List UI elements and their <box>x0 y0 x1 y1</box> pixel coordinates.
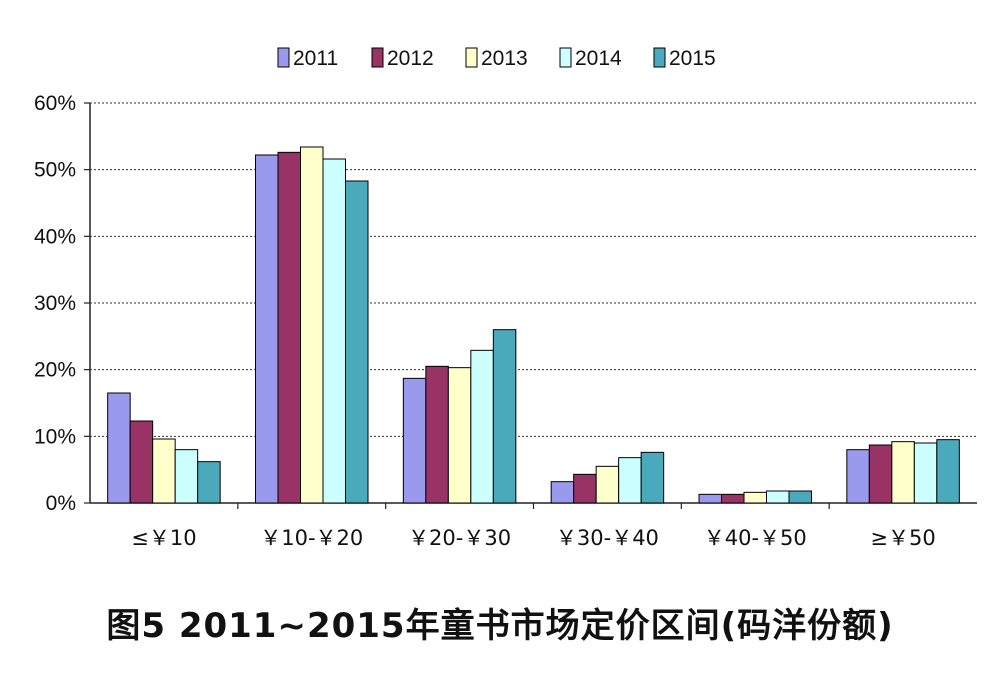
bar-2015 <box>492 329 517 504</box>
bar-2013 <box>447 367 472 504</box>
legend-label: 2015 <box>669 47 716 70</box>
bar-2015 <box>788 490 812 504</box>
legend-label: 2013 <box>481 47 528 70</box>
legend-swatch-2013 <box>465 47 478 68</box>
y-tick-label: 60% <box>34 92 76 115</box>
bar-2015 <box>345 180 369 504</box>
bar-2011 <box>846 449 870 504</box>
bar-2012 <box>868 444 893 504</box>
bar-2012 <box>129 420 154 504</box>
bar-2011 <box>255 154 279 504</box>
legend-swatch-2011 <box>277 47 290 68</box>
x-category-label: ￥10-￥20 <box>260 526 363 550</box>
bar-2012 <box>425 365 449 504</box>
legend-swatch-2015 <box>653 47 666 68</box>
y-tick-label: 50% <box>34 159 76 182</box>
bar-2014 <box>470 349 494 504</box>
bar-2012 <box>721 493 745 504</box>
bar-2014 <box>766 490 790 504</box>
legend-swatch-2012 <box>371 47 384 68</box>
bar-2013 <box>300 146 324 504</box>
y-tick-label: 10% <box>34 425 76 448</box>
bar-2011 <box>550 481 575 504</box>
bar-2015 <box>197 461 221 504</box>
legend-label: 2011 <box>293 47 338 70</box>
bar-2012 <box>277 151 301 504</box>
x-category-label: ￥30-￥40 <box>556 526 659 550</box>
y-tick-label: 20% <box>34 359 76 382</box>
y-tick-label: 40% <box>34 225 76 248</box>
x-category-label: ￥20-￥30 <box>408 526 511 550</box>
y-tick-label: 30% <box>34 292 76 315</box>
bar-2013 <box>891 441 915 504</box>
bar-2013 <box>743 491 767 504</box>
x-category-label: ≥￥50 <box>870 526 935 550</box>
legend-label: 2014 <box>575 47 622 70</box>
bar-2015 <box>640 451 665 504</box>
bar-2015 <box>936 439 960 504</box>
bar-2011 <box>698 493 722 504</box>
bar-2011 <box>402 377 427 504</box>
bar-2014 <box>174 449 199 504</box>
bar-2014 <box>322 158 346 504</box>
bar-2011 <box>107 392 131 504</box>
bar-2014 <box>618 457 642 504</box>
y-tick-label: 0% <box>46 492 76 515</box>
bar-2013 <box>595 465 620 504</box>
x-category-label: ≤￥10 <box>131 526 196 550</box>
legend-swatch-2014 <box>559 47 572 68</box>
bar-2012 <box>573 473 597 504</box>
bar-2013 <box>152 438 176 504</box>
legend-label: 2012 <box>387 47 434 70</box>
x-category-label: ￥40-￥50 <box>704 526 807 550</box>
chart-caption: 图5 2011~2015年童书市场定价区间(码洋份额) <box>106 606 894 646</box>
bar-2014 <box>913 442 938 504</box>
